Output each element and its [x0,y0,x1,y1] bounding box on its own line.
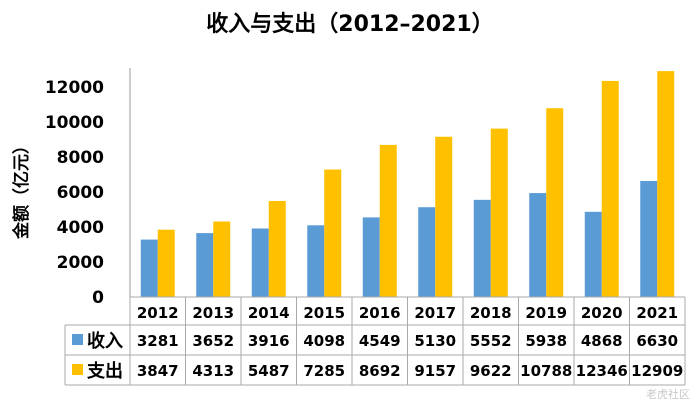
data-label: 3847 [137,362,179,380]
data-label: 9622 [470,362,512,380]
data-label: 7285 [303,362,345,380]
bar-expense [601,80,619,297]
y-tick-label: 10000 [45,113,104,133]
x-tick-label: 2013 [192,304,234,322]
data-label: 4549 [359,332,401,350]
legend-key-expense [72,364,83,375]
data-label: 4098 [303,332,345,350]
bar-income [196,233,214,297]
bar-income [251,228,269,297]
bar-expense [657,71,675,297]
data-label: 6630 [636,332,678,350]
legend-label: 支出 [86,360,123,382]
data-label: 12909 [631,362,683,380]
x-tick-label: 2014 [248,304,290,322]
legend-key-income [72,334,83,345]
y-tick-label: 2000 [57,253,104,273]
x-tick-label: 2012 [137,304,179,322]
data-label: 4313 [192,362,234,380]
x-tick-label: 2017 [414,304,456,322]
data-label: 5938 [525,332,567,350]
y-tick-label: 8000 [57,148,104,168]
data-label: 9157 [414,362,456,380]
watermark-text: 老虎社区 [646,387,690,401]
bar-income [418,207,436,297]
bar-income [584,211,602,297]
legend-label: 收入 [87,330,123,352]
data-label: 4868 [581,332,623,350]
x-tick-label: 2015 [303,304,345,322]
data-label: 5130 [414,332,456,350]
bar-expense [435,136,453,297]
bar-income [362,217,380,297]
x-tick-label: 2019 [525,304,567,322]
data-label: 3916 [248,332,290,350]
bar-expense [157,229,175,297]
bar-expense [268,200,286,297]
data-label: 3281 [137,332,179,350]
bar-income [640,180,658,297]
bar-income [529,193,547,297]
y-tick-label: 4000 [57,218,104,238]
bar-expense [379,144,397,297]
bar-expense [490,128,508,297]
bar-income [473,199,491,297]
bar-expense [324,169,342,297]
data-label: 8692 [359,362,401,380]
data-label: 10788 [520,362,572,380]
x-tick-label: 2021 [636,304,678,322]
data-label: 5487 [248,362,290,380]
x-tick-label: 2016 [359,304,401,322]
data-table: 2012 2013 2014 2015 2016 2017 2018 2019 2020 2021… [64,296,686,386]
bar-income [307,225,325,297]
data-label: 12346 [576,362,628,380]
data-label: 3652 [192,332,234,350]
y-tick-label: 12000 [45,78,104,98]
bars-group [140,71,675,298]
x-tick-label: 2020 [581,304,623,322]
y-tick-label: 0 [92,288,104,308]
bar-income [140,239,158,297]
y-axis-label: 金额（亿元） [11,137,32,240]
axes-group: 0 2000 4000 6000 8000 10000 12000 [45,68,131,308]
y-tick-label: 6000 [57,183,104,203]
x-tick-label: 2018 [470,304,512,322]
bar-expense [213,221,231,297]
bar-expense [546,108,564,298]
chart-title: 收入与支出（2012–2021） [206,11,493,37]
data-label: 5552 [470,332,512,350]
